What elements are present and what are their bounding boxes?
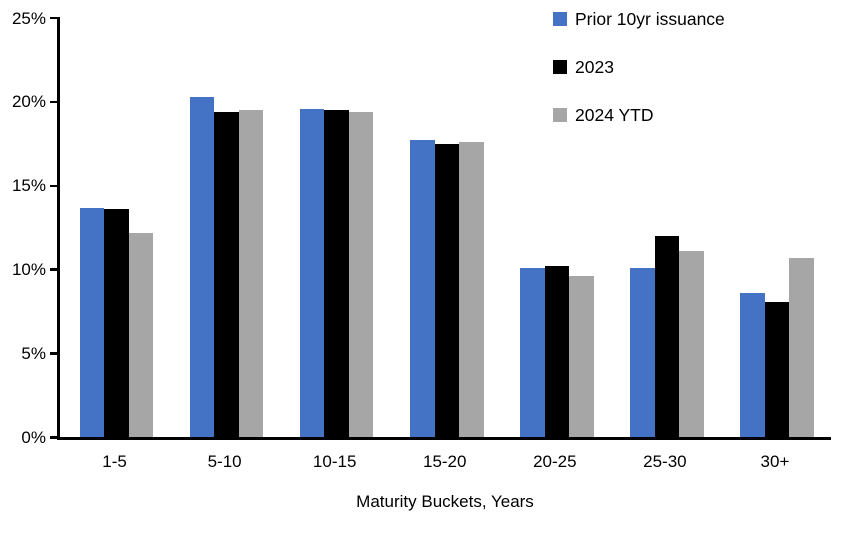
bar-2023-30+ [764,301,790,438]
y-tick-mark [50,100,57,104]
bar-2023-20-25 [544,266,570,438]
bar-prior-10yr-issuance-30+ [740,293,765,438]
legend-label: Prior 10yr issuance [575,9,725,29]
y-tick-label: 5% [21,344,46,364]
x-category-label: 25-30 [643,452,687,471]
x-category-label: 20-25 [533,452,577,471]
bar-2024-ytd-30+ [789,257,814,438]
bar-prior-10yr-issuance-15-20 [410,140,435,438]
legend-label: 2024 YTD [575,105,654,125]
y-tick-mark [50,184,57,188]
bar-2023-10-15 [324,110,349,438]
y-tick-mark [50,352,57,355]
legend-swatch-icon [553,108,567,122]
y-tick-mark [50,268,57,271]
legend: Prior 10yr issuance 2023 2024 YTD [553,10,725,154]
bar-2023-25-30 [654,236,680,438]
bar-2023-1-5 [104,209,129,438]
y-tick-mark [50,16,57,20]
y-axis-line [57,17,60,439]
bar-prior-10yr-issuance-1-5 [79,207,105,438]
bar-prior-10yr-issuance-20-25 [520,268,545,438]
bar-2024-ytd-1-5 [128,232,154,438]
legend-swatch-icon [553,12,567,26]
legend-item: 2023 [553,58,725,76]
bar-2024-ytd-15-20 [459,142,484,438]
y-tick-label: 10% [11,260,46,280]
bar-prior-10yr-issuance-5-10 [189,96,215,438]
bar-2024-ytd-25-30 [679,251,704,438]
x-category-label: 30+ [760,452,790,471]
legend-label: 2023 [575,57,614,77]
y-tick-label: 15% [11,176,46,196]
legend-item: Prior 10yr issuance [553,10,725,28]
bar-2024-ytd-10-15 [348,111,374,438]
y-tick-label: 20% [11,92,46,112]
x-category-label: 10-15 [312,452,357,471]
bar-2024-ytd-5-10 [238,110,264,438]
x-category-label: 15-20 [422,452,467,471]
bar-2023-5-10 [214,111,239,438]
legend-item: 2024 YTD [553,106,725,124]
bar-2024-ytd-20-25 [569,276,594,438]
y-tick-mark [50,436,57,439]
x-axis-title: Maturity Buckets, Years [356,492,534,511]
x-category-label: 1-5 [102,452,127,471]
bar-prior-10yr-issuance-10-15 [299,108,325,438]
y-tick-label: 25% [11,8,46,28]
x-axis-line [57,436,831,440]
y-tick-label: 0% [21,428,46,447]
x-category-label: 5-10 [207,452,242,471]
legend-swatch-icon [553,60,567,74]
bar-2023-15-20 [434,143,459,438]
bar-prior-10yr-issuance-25-30 [630,268,655,438]
